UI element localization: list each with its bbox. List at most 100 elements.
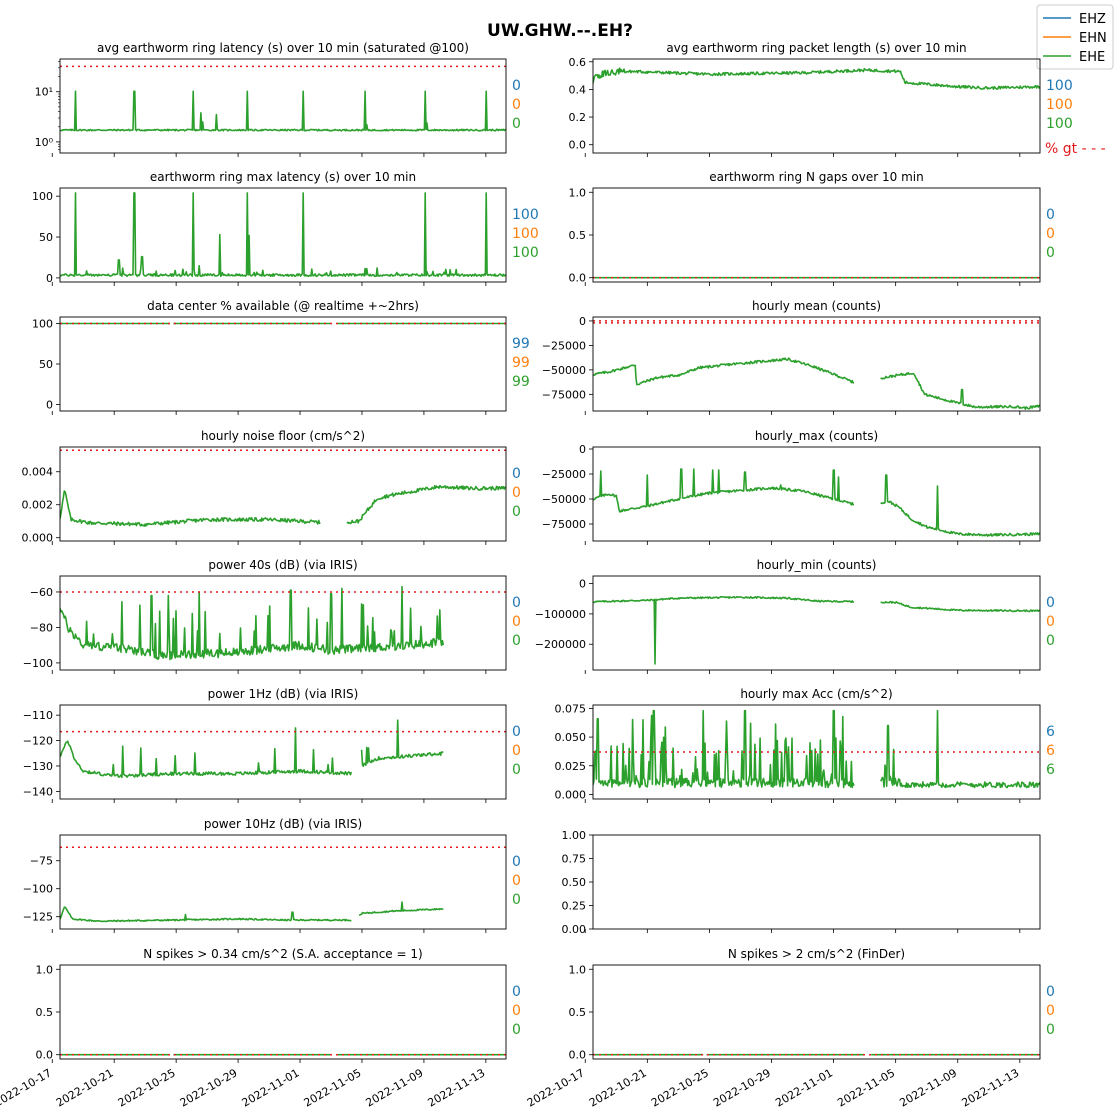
y-tick-label: 0.0	[569, 272, 587, 285]
y-tick-label: −100000	[535, 608, 586, 621]
chart-panel-4: earthworm ring N gaps over 10 min 0.0 0.5 1…	[569, 170, 1055, 286]
y-tick-label: 0.00	[562, 923, 587, 936]
chart-panel-11: power 1Hz (dB) (via IRIS) −110 −120 −130 −14…	[23, 687, 521, 803]
percent-gt-label: 0	[1046, 984, 1055, 1000]
chart-title: earthworm ring max latency (s) over 10 m…	[150, 170, 416, 184]
percent-gt-label: 0	[1046, 226, 1055, 242]
y-tick-label: 10¹	[35, 86, 53, 99]
y-tick-label: 0	[579, 578, 586, 591]
percent-gt-label: 0	[1046, 595, 1055, 611]
y-tick-label: 50	[39, 231, 53, 244]
percent-gt-label: 0	[512, 743, 521, 759]
chart-title: data center % available (@ realtime +~2h…	[147, 299, 419, 313]
series-line-ehe	[593, 468, 1040, 537]
axes-frame	[592, 187, 1041, 283]
series-line-ehe	[60, 585, 445, 661]
chart-title: N spikes > 0.34 cm/s^2 (S.A. acceptance …	[143, 947, 422, 961]
plot-area	[60, 719, 506, 779]
plot-area	[593, 709, 1040, 789]
chart-panel-12: hourly max Acc (cm/s^2) 0.000 0.025 0.050 0.…	[555, 687, 1055, 803]
percent-gt-label: 0	[512, 97, 521, 113]
y-tick-label: 0.000	[22, 532, 54, 545]
axes-frame	[592, 834, 1041, 930]
y-tick-label: 1.0	[569, 186, 587, 199]
chart-panel-10: hourly_min (counts) 0 −100000 −200000 0 0 0	[535, 558, 1055, 674]
axes-frame	[59, 704, 507, 800]
axes-frame	[59, 58, 507, 154]
chart-panel-9: power 40s (dB) (via IRIS) −60 −80 −100 0 0 0	[23, 558, 521, 674]
percent-gt-label: 99	[512, 336, 530, 352]
series-line-ehe	[60, 192, 506, 278]
chart-title: avg earthworm ring packet length (s) ove…	[666, 41, 966, 55]
series-line-ehe	[60, 484, 506, 527]
y-tick-label: −25000	[542, 339, 586, 352]
chart-title: power 1Hz (dB) (via IRIS)	[208, 687, 359, 701]
y-tick-label: −120	[23, 735, 53, 748]
percent-threshold-note: % gt - - -	[1045, 141, 1106, 157]
y-tick-label: −125	[23, 911, 53, 924]
y-tick-label: 0	[579, 315, 586, 328]
y-tick-label: 0.075	[555, 702, 587, 715]
percent-gt-label: 0	[512, 633, 521, 649]
series-line-ehe	[593, 67, 1040, 90]
y-tick-label: 1.0	[36, 963, 54, 976]
chart-panel-5: data center % available (@ realtime +~2h…	[32, 299, 530, 415]
percent-gt-label: 0	[512, 724, 521, 740]
percent-gt-label: 100	[1046, 116, 1073, 132]
chart-title: avg earthworm ring latency (s) over 10 m…	[97, 41, 469, 55]
y-tick-label: −25000	[542, 468, 586, 481]
y-tick-label: 0.0	[569, 139, 587, 152]
y-tick-label: 0.004	[22, 466, 54, 479]
chart-title: earthworm ring N gaps over 10 min	[709, 170, 923, 184]
y-tick-label: 1.00	[562, 829, 587, 842]
legend-label: EHN	[1079, 31, 1107, 46]
chart-panel-6: hourly mean (counts) 0 −25000 −50000 −75000	[542, 299, 1041, 415]
chart-panel-2: avg earthworm ring packet length (s) ove…	[569, 41, 1073, 157]
plot-area	[593, 468, 1040, 537]
percent-gt-label: 0	[512, 485, 521, 501]
percent-gt-label: 0	[1046, 207, 1055, 223]
plot-area	[60, 585, 506, 661]
y-tick-label: 0.025	[555, 760, 587, 773]
y-tick-label: 0.25	[562, 900, 587, 913]
chart-panel-14: 0.00 0.25 0.50 0.75 1.00	[562, 829, 1041, 936]
axes-frame	[592, 446, 1041, 542]
y-tick-label: 0.6	[569, 56, 587, 69]
legend-label: EHZ	[1079, 12, 1106, 27]
chart-title: power 10Hz (dB) (via IRIS)	[204, 817, 362, 831]
plot-area	[60, 846, 506, 923]
chart-panel-7: hourly noise floor (cm/s^2) 0.000 0.002 0.0…	[22, 429, 521, 545]
axes-frame	[592, 316, 1041, 412]
plot-area	[593, 67, 1040, 90]
chart-title: N spikes > 2 cm/s^2 (FinDer)	[728, 947, 905, 961]
y-tick-label: 0.5	[569, 1006, 587, 1019]
y-tick-label: 0	[579, 443, 586, 456]
series-line-ehe	[593, 357, 1040, 410]
series-line-ehe	[593, 595, 1040, 665]
percent-gt-label: 6	[1046, 724, 1055, 740]
y-tick-label: 0	[46, 272, 53, 285]
percent-gt-label: 0	[512, 78, 521, 94]
percent-gt-label: 0	[512, 1003, 521, 1019]
chart-title: hourly max Acc (cm/s^2)	[740, 687, 892, 701]
percent-gt-label: 100	[512, 245, 539, 261]
y-tick-label: 1.0	[569, 963, 587, 976]
y-tick-label: 100	[32, 317, 53, 330]
percent-gt-label: 0	[1046, 1022, 1055, 1038]
chart-title: hourly mean (counts)	[752, 299, 881, 313]
y-tick-label: 0.4	[569, 83, 587, 96]
axes-frame	[592, 575, 1041, 671]
chart-title: hourly_max (counts)	[755, 429, 878, 443]
percent-gt-label: 0	[1046, 245, 1055, 261]
axes-frame	[59, 446, 507, 542]
y-tick-label: 0.5	[569, 229, 587, 242]
y-tick-label: −50000	[542, 493, 586, 506]
percent-gt-label: 0	[1046, 633, 1055, 649]
percent-gt-label: 0	[512, 854, 521, 870]
axes-frame	[59, 575, 507, 671]
chart-title: power 40s (dB) (via IRIS)	[208, 558, 357, 572]
y-tick-label: −60	[30, 586, 53, 599]
percent-gt-label: 0	[512, 873, 521, 889]
chart-title: hourly_min (counts)	[757, 558, 877, 572]
